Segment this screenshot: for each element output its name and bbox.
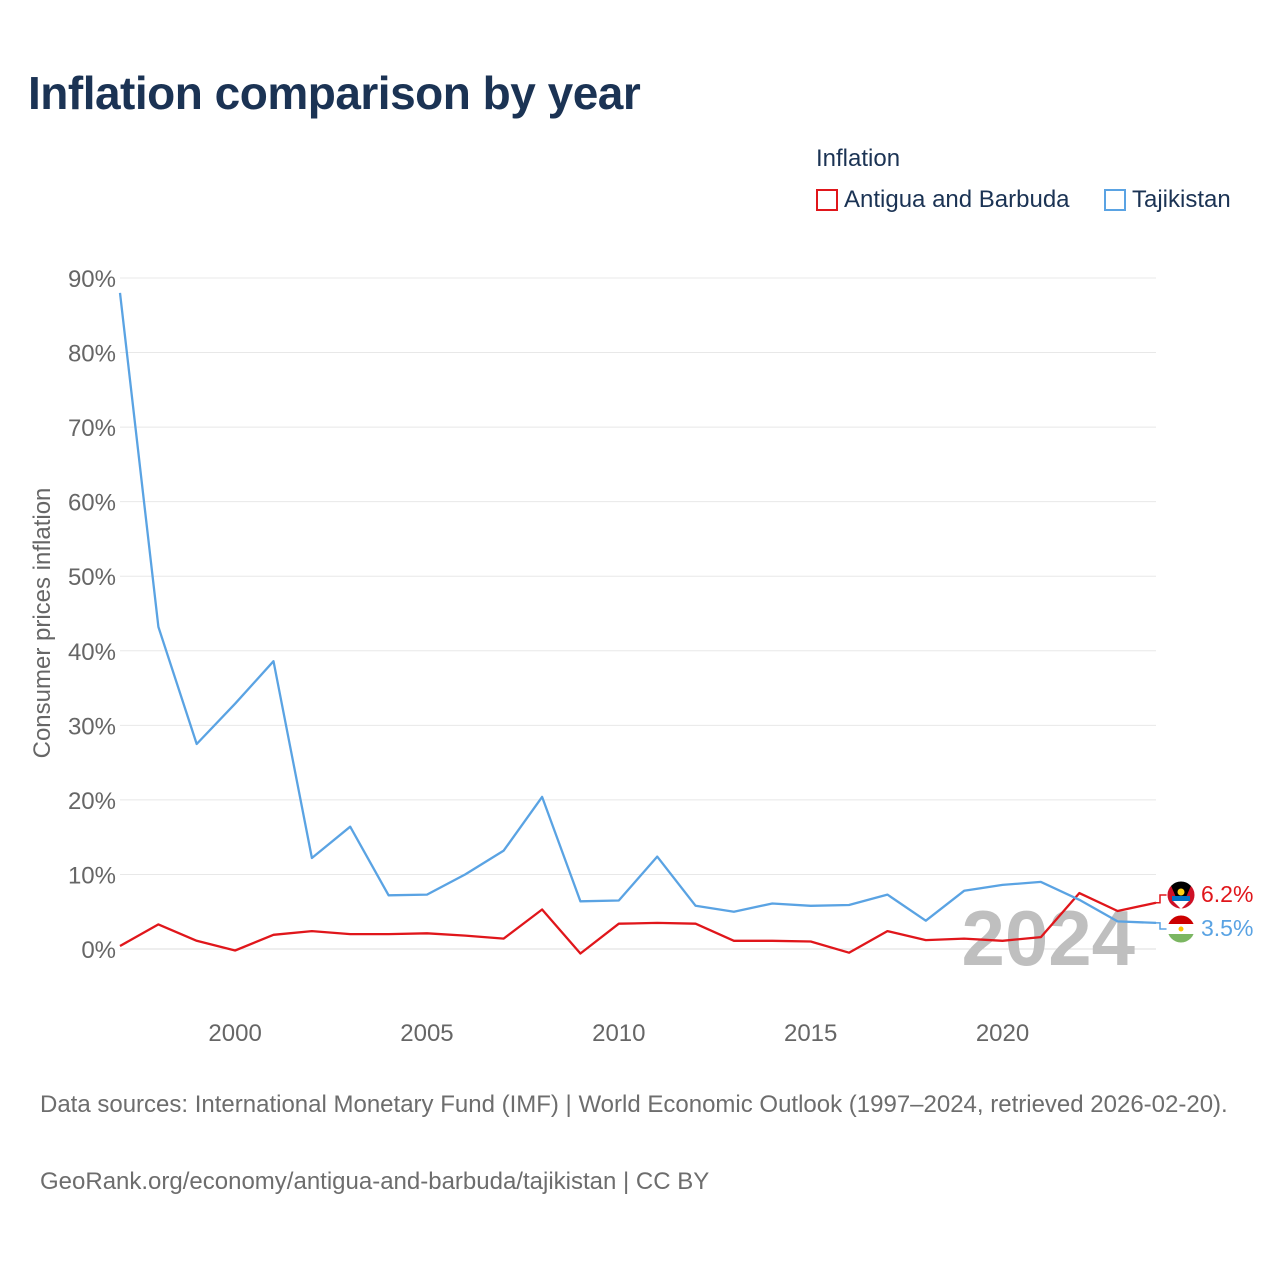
series-end-markers: 6.2% 3.5% <box>1156 880 1253 944</box>
y-tick-labels: 0% 10% 20% 30% 40% 50% 60% 70% 80% 90% <box>68 266 116 964</box>
y-tick-label: 50% <box>68 564 116 591</box>
y-tick-label: 60% <box>68 490 116 517</box>
series-line-antigua-and-barbuda[interactable] <box>119 891 1157 955</box>
x-tick-label: 2010 <box>592 1020 645 1047</box>
page-title: Inflation comparison by year <box>28 67 641 119</box>
end-connector-antigua-and-barbuda <box>1156 894 1167 904</box>
legend-label-antigua-and-barbuda: Antigua and Barbuda <box>844 186 1070 213</box>
x-tick-label: 2005 <box>400 1020 453 1047</box>
y-tick-label: 40% <box>68 639 116 666</box>
x-tick-label: 2020 <box>976 1020 1029 1047</box>
footer-sources: Data sources: International Monetary Fun… <box>40 1091 1228 1118</box>
y-tick-label: 90% <box>68 266 116 293</box>
legend-item-antigua-and-barbuda[interactable]: Antigua and Barbuda <box>816 186 1070 214</box>
y-tick-label: 20% <box>68 788 116 815</box>
flag-icon-antigua-and-barbuda <box>1166 880 1196 910</box>
y-tick-label: 10% <box>68 862 116 889</box>
y-tick-label: 30% <box>68 713 116 740</box>
x-tick-label: 2015 <box>784 1020 837 1047</box>
end-value-label-tajikistan: 3.5% <box>1201 915 1253 941</box>
legend-item-tajikistan[interactable]: Tajikistan <box>1104 186 1231 214</box>
legend-label-tajikistan: Tajikistan <box>1132 186 1231 213</box>
legend-swatch-antigua-and-barbuda <box>816 189 838 211</box>
y-axis-label: Consumer prices inflation <box>29 488 56 759</box>
flag-icon-tajikistan <box>1166 914 1196 944</box>
x-tick-label: 2000 <box>208 1020 261 1047</box>
year-watermark: 2024 <box>961 894 1135 982</box>
inflation-line-chart: 0%10%20%30%40%50%60%70%80%90% 2000 2005 20… <box>29 266 1253 1047</box>
y-tick-label: 0% <box>81 937 116 964</box>
y-tick-label: 70% <box>68 415 116 442</box>
legend-swatch-tajikistan <box>1104 189 1126 211</box>
end-value-label-antigua-and-barbuda: 6.2% <box>1201 881 1253 907</box>
end-connector-tajikistan <box>1156 922 1167 930</box>
gridlines <box>120 277 1156 950</box>
legend-title: Inflation <box>816 145 901 172</box>
footer-attribution[interactable]: GeoRank.org/economy/antigua-and-barbuda/… <box>40 1168 710 1195</box>
series-lines <box>118 292 1157 955</box>
series-line-tajikistan[interactable] <box>118 292 1157 925</box>
x-tick-labels: 2000 2005 2010 2015 2020 <box>208 1020 1029 1047</box>
y-tick-label: 80% <box>68 341 116 368</box>
